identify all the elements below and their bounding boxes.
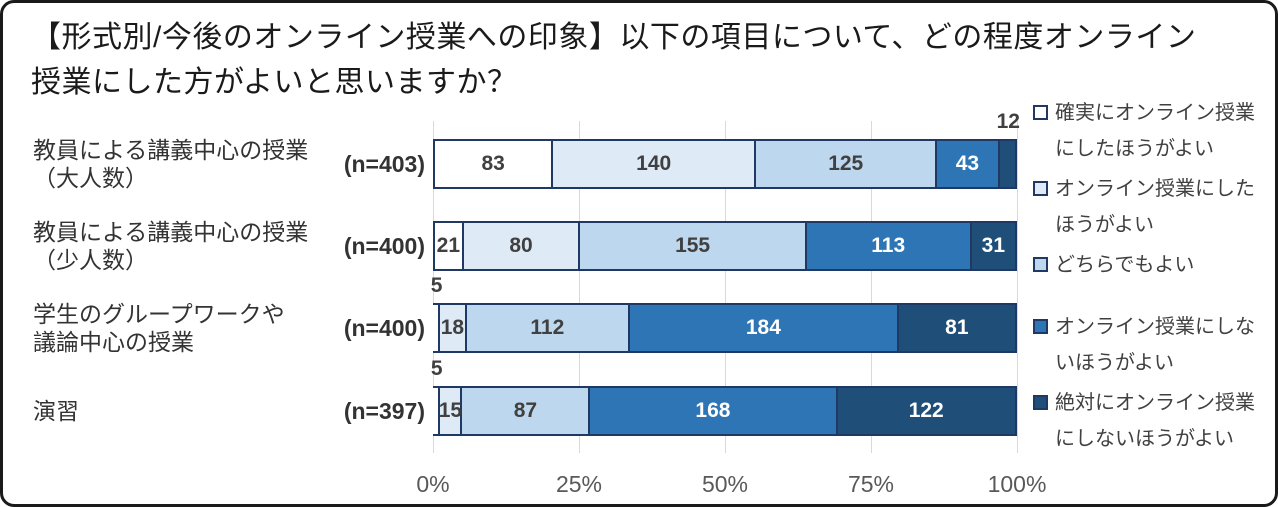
legend-label: どちらでもよい — [1055, 254, 1195, 276]
data-label: 184 — [745, 316, 781, 339]
x-axis-tick-label: 0% — [416, 471, 450, 497]
bar-segment: 87 — [462, 386, 591, 436]
data-label: 155 — [675, 234, 711, 257]
legend-swatch-icon — [1033, 319, 1048, 334]
bar-segment: 21 — [433, 221, 464, 271]
data-label: 43 — [955, 152, 980, 175]
legend-item-4: オンライン授業にしないほうがよい — [1033, 309, 1275, 381]
legend-item-2: オンライン授業にしたほうがよい — [1033, 171, 1275, 243]
x-axis-tick-label: 100% — [987, 471, 1047, 497]
data-label: 5 — [430, 357, 443, 380]
gridline — [578, 121, 580, 453]
gridline — [724, 121, 726, 453]
chart-title-line-2: 授業にした方がよいと思いますか？ — [31, 66, 518, 99]
bar-segment — [433, 303, 441, 353]
bar-segment: 122 — [837, 386, 1017, 436]
category-label-row-1: 教員による講義中心の授業 （大人数） — [33, 131, 328, 197]
data-label: 83 — [481, 152, 505, 175]
bar-segment — [433, 386, 441, 436]
bar-row-1: 83 140 125 43 12 — [433, 110, 1020, 189]
data-label: 87 — [513, 399, 538, 422]
data-label: 80 — [509, 234, 533, 257]
bar-segment: 80 — [463, 221, 581, 271]
legend-swatch-icon — [1033, 105, 1048, 120]
data-label: 31 — [981, 234, 1006, 257]
data-label: 125 — [828, 152, 864, 175]
legend-label: オンライン授業にしたほうがよい — [1055, 178, 1255, 236]
legend-label: オンライン授業にしないほうがよい — [1055, 316, 1255, 374]
bar-segment — [999, 139, 1017, 189]
legend-item-1: 確実にオンライン授業にしたほうがよい — [1033, 95, 1275, 167]
data-label: 140 — [636, 152, 672, 175]
legend-label: 確実にオンライン授業にしたほうがよい — [1055, 102, 1255, 160]
category-label-line: 演習 — [33, 398, 79, 424]
bar-segment: 168 — [590, 386, 838, 436]
bar-row-2: 21 80 155 113 31 — [433, 221, 1017, 271]
x-axis-tick-label: 50% — [701, 471, 749, 497]
data-label: 15 — [438, 399, 463, 422]
bar-segment: 155 — [580, 221, 807, 271]
category-label-line: 学生のグループワークや — [33, 301, 285, 327]
gridline — [1016, 121, 1018, 453]
legend: 確実にオンライン授業にしたほうがよい オンライン授業にしたほうがよい どちらでも… — [1033, 95, 1275, 461]
category-label-line: （大人数） — [33, 165, 148, 191]
data-label: 112 — [530, 316, 565, 339]
legend-item-5: 絶対にオンライン授業にしないほうがよい — [1033, 385, 1275, 457]
data-label: 18 — [440, 316, 465, 339]
gridline — [432, 121, 434, 453]
legend-swatch-icon — [1033, 257, 1048, 272]
sample-size-label-row-3: (n=400) — [343, 315, 425, 341]
data-label: 81 — [945, 316, 969, 339]
data-label: 113 — [871, 234, 906, 257]
legend-swatch-icon — [1033, 395, 1048, 410]
sample-size-label-row-1: (n=403) — [343, 151, 425, 177]
category-label-line: （少人数） — [33, 247, 148, 273]
bar-segment: 112 — [466, 303, 631, 353]
bar-segment: 15 — [438, 386, 463, 436]
category-label-line: 議論中心の授業 — [33, 329, 194, 355]
legend-swatch-icon — [1033, 181, 1048, 196]
bar-segment: 113 — [806, 221, 972, 271]
data-label: 12 — [996, 110, 1020, 133]
category-label-line: 教員による講義中心の授業 — [33, 137, 309, 163]
plot-area: 0% 25% 50% 75% 100% — [416, 121, 1046, 497]
category-label-line: 教員による講義中心の授業 — [33, 219, 309, 245]
sample-size-label-row-4: (n=397) — [343, 398, 425, 424]
bar-segment: 18 — [440, 303, 467, 353]
data-label: 21 — [436, 234, 460, 257]
sample-size-label-row-2: (n=400) — [343, 233, 425, 259]
bar-segment: 43 — [937, 139, 1000, 189]
category-label-row-3: 学生のグループワークや 議論中心の授業 — [33, 295, 328, 361]
bar-row-3: 5 18 112 184 81 — [431, 274, 1017, 353]
bar-row-4: 5 15 87 168 122 — [431, 357, 1017, 436]
legend-item-3: どちらでもよい — [1033, 247, 1275, 283]
x-axis-tick-label: 25% — [555, 471, 603, 497]
gridline — [870, 121, 872, 453]
bar-segment: 184 — [630, 303, 899, 353]
legend-label: 絶対にオンライン授業にしないほうがよい — [1055, 392, 1255, 450]
bar-segment: 81 — [898, 303, 1017, 353]
data-label: 122 — [908, 399, 944, 422]
chart-title-line-1: 【形式別/今後のオンライン授業への印象】以下の項目について、どの程度オンライン — [31, 21, 1197, 54]
data-label: 168 — [695, 399, 731, 422]
bar-segment: 83 — [433, 139, 554, 189]
category-label-row-2: 教員による講義中心の授業 （少人数） — [33, 213, 328, 279]
bar-segment: 140 — [553, 139, 757, 189]
category-label-row-4: 演習 — [33, 378, 328, 444]
bar-segment: 31 — [971, 221, 1017, 271]
chart-title: 【形式別/今後のオンライン授業への印象】以下の項目について、どの程度オンライン … — [31, 15, 1251, 105]
bar-segment: 125 — [756, 139, 938, 189]
x-axis-tick-label: 75% — [847, 471, 895, 497]
data-label: 5 — [430, 274, 443, 297]
